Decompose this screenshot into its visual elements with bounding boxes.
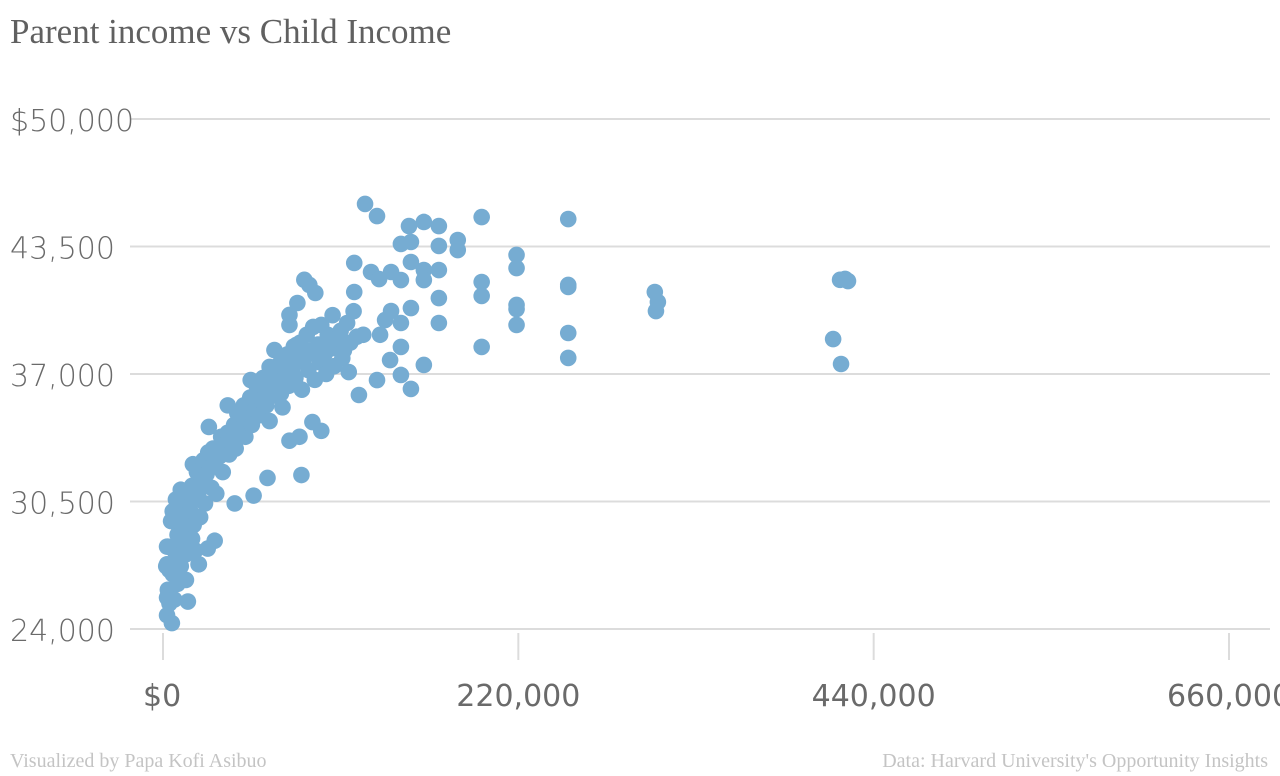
data-point [392,338,410,356]
data-point [169,575,186,593]
data-point [157,557,175,575]
data-point [371,326,389,344]
data-point [402,380,420,398]
data-point [647,302,665,320]
data-point [430,289,448,307]
x-tick-label: 660,000 [1167,679,1280,714]
data-point [392,314,410,332]
x-tick-label: $0 [143,679,181,714]
data-point [172,481,190,499]
data-point [179,593,197,610]
data-point [508,316,525,334]
y-tick-label: 30,500 [10,487,115,522]
data-point [340,363,358,381]
data-point [415,213,433,231]
data-point [508,259,525,277]
credit-text: Visualized by Papa Kofi Asibuo [10,750,267,772]
y-tick-label: $50,000 [10,104,134,139]
data-point [274,399,291,416]
data-point [206,532,223,550]
data-point [345,283,363,301]
x-tick-label: 440,000 [812,679,936,714]
data-point [245,487,262,504]
data-point [324,306,341,324]
data-point [449,241,467,259]
data-point [376,311,394,329]
data-point [304,413,321,431]
data-point [473,287,490,305]
data-point [289,294,306,312]
data-point [345,302,362,320]
data-point [473,273,490,291]
y-tick-label: 37,000 [10,359,115,394]
data-point [226,495,244,512]
data-point [508,300,525,318]
data-point [259,469,276,487]
data-point [350,386,368,404]
data-point [382,263,400,281]
data-point [559,278,577,296]
data-point [430,314,448,332]
data-point [208,485,225,502]
data-point [559,349,577,367]
y-tick-label: 43,500 [10,232,115,267]
data-point [348,328,366,346]
data-point [430,217,448,235]
data-point [163,614,181,632]
source-text: Data: Harvard University's Opportunity I… [882,750,1268,772]
chart-title: Parent income vs Child Income [10,12,452,51]
data-point [559,210,577,228]
data-point [415,356,433,374]
data-point [402,299,420,317]
data-point [392,235,410,253]
y-tick-label: 24,000 [10,614,115,649]
data-point [293,466,310,484]
data-point [832,355,850,373]
data-point [187,542,204,559]
data-point [291,428,308,446]
data-point [190,555,207,573]
data-point [473,208,490,226]
data-point [191,508,209,526]
data-point [281,316,298,334]
y-axis: 24,000 30,500 37,000 43,500 $50,000 [10,104,134,649]
data-point [392,366,410,384]
data-point [415,271,433,289]
data-point [293,381,311,398]
data-point [381,351,399,369]
data-point [345,254,363,272]
data-point [559,324,577,342]
data-point [356,195,374,213]
data-point [307,284,324,302]
data-point [196,495,214,512]
x-tick-label: 220,000 [456,679,580,714]
data-point [473,338,490,356]
data-point [227,440,244,457]
data-point [266,341,283,359]
x-axis: $0 220,000 440,000 660,000 [143,633,1280,714]
data-point [430,261,448,279]
data-point [839,272,857,290]
data-point [261,412,278,430]
data-point [430,237,448,255]
data-point [824,330,842,348]
data-points [157,195,857,632]
data-point [370,270,388,288]
data-point [400,217,418,235]
data-point [159,538,177,555]
data-point [200,418,218,436]
data-point [402,253,420,271]
data-point [166,591,183,608]
data-point [214,463,232,481]
data-point [508,246,525,264]
data-point [368,371,386,389]
data-point [368,207,386,225]
